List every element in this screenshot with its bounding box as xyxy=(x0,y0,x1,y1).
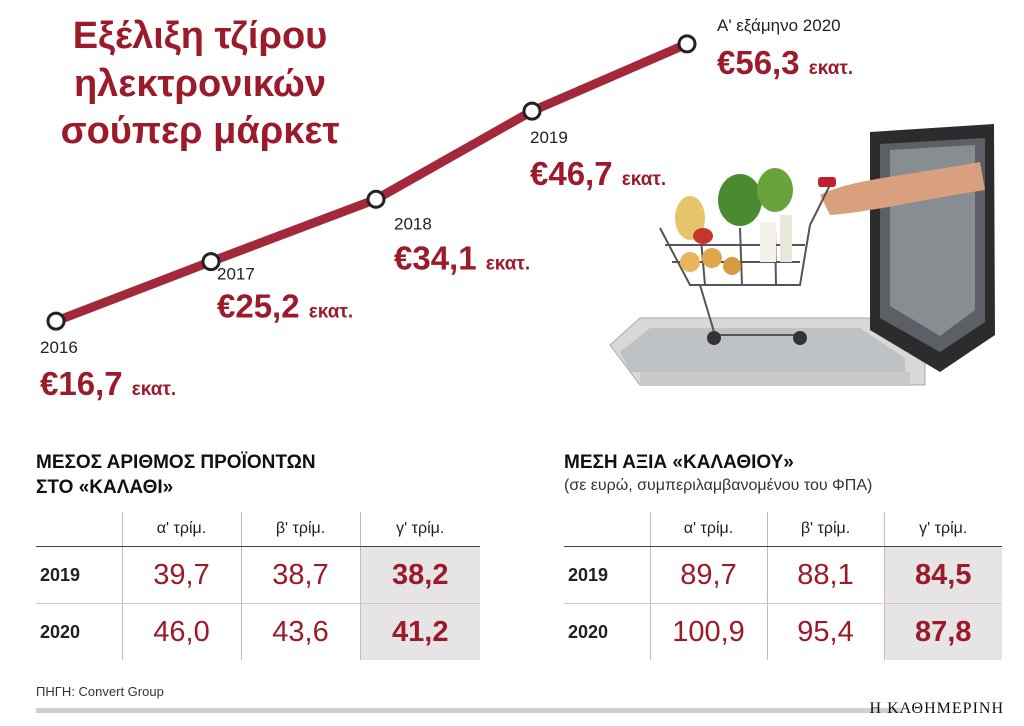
value-label: €34,1 εκατ. xyxy=(394,239,530,276)
value-label: €56,3 εκατ. xyxy=(717,44,853,81)
table-row: 2019 39,7 38,7 38,2 xyxy=(36,546,480,604)
value-cell-highlight: 41,2 xyxy=(359,603,480,660)
publisher-logo: Η ΚΑΘΗΜΕΡΙΝΗ xyxy=(869,700,1004,717)
point-labels: 2016 €16,7 εκατ. 2017 €25,2 εκατ. 2018 €34,1 … xyxy=(40,16,853,402)
chart-title-line-3: σούπερ μάρκετ xyxy=(61,110,340,152)
x-label: 2018 xyxy=(394,214,432,233)
value-cell: 89,7 xyxy=(649,546,767,604)
value-label: €25,2 εκατ. xyxy=(217,288,353,325)
value-unit: εκατ. xyxy=(309,302,353,323)
value-cell-highlight: 87,8 xyxy=(883,603,1002,660)
chart-title-line-1: Εξέλιξη τζίρου xyxy=(73,15,328,57)
value-cell: 38,7 xyxy=(240,546,360,604)
value-label: €46,7 εκατ. xyxy=(530,155,666,192)
table-row: 2020 46,0 43,6 41,2 xyxy=(36,603,480,660)
data-point-2016 xyxy=(46,311,66,331)
value-unit: εκατ. xyxy=(809,58,853,79)
chart-title-line-2: ηλεκτρονικών xyxy=(74,63,326,105)
value-cell: 46,0 xyxy=(121,603,241,660)
basket-header-year xyxy=(564,512,650,547)
basket-table-block: ΜΕΣΗ ΑΞΙΑ «ΚΑΛΑΘΙΟΥ» (σε ευρώ, συμπεριλα… xyxy=(564,450,872,495)
value-unit: εκατ. xyxy=(486,253,530,274)
value-cell: 39,7 xyxy=(121,546,241,604)
value-label: €16,7 εκατ. xyxy=(40,365,176,402)
source-note: ΠΗΓΗ: Convert Group xyxy=(36,684,164,699)
basket-table-title: ΜΕΣΗ ΑΞΙΑ «ΚΑΛΑΘΙΟΥ» xyxy=(564,452,794,473)
value-unit: εκατ. xyxy=(132,379,176,400)
value-cell: 43,6 xyxy=(240,603,360,660)
basket-table: α' τρίμ. β' τρίμ. γ' τρίμ. 2019 89,7 88,… xyxy=(564,512,1002,660)
basket-header-q2: β' τρίμ. xyxy=(766,512,884,547)
table-row: 2019 89,7 88,1 84,5 xyxy=(564,546,1002,604)
data-point-2020 xyxy=(677,34,697,54)
year-cell: 2019 xyxy=(36,546,122,604)
footer-divider xyxy=(36,708,902,713)
value-unit: εκατ. xyxy=(622,169,666,190)
x-label: 2017 xyxy=(217,265,255,284)
products-table-block: ΜΕΣΟΣ ΑΡΙΘΜΟΣ ΠΡΟΪΟΝΤΩΝ ΣΤΟ «ΚΑΛΑΘΙ» xyxy=(36,450,316,500)
basket-header-q3: γ' τρίμ. xyxy=(883,512,1002,547)
basket-header-q1: α' τρίμ. xyxy=(649,512,767,547)
laptop-shopping-cart-image xyxy=(609,124,995,386)
x-label: Α' εξάμηνο 2020 xyxy=(717,16,841,35)
products-header-q2: β' τρίμ. xyxy=(240,512,360,547)
value-cell-highlight: 38,2 xyxy=(359,546,480,604)
value-cell: 95,4 xyxy=(766,603,884,660)
data-point-2018 xyxy=(366,189,386,209)
year-cell: 2019 xyxy=(564,546,650,604)
data-point-2019 xyxy=(522,101,542,121)
products-header-year xyxy=(36,512,122,547)
value-cell: 100,9 xyxy=(649,603,767,660)
basket-table-subtitle: (σε ευρώ, συμπεριλαμβανομένου του ΦΠΑ) xyxy=(564,477,873,494)
data-point-2017 xyxy=(201,252,221,272)
year-cell: 2020 xyxy=(40,621,81,642)
line-points xyxy=(46,34,697,331)
products-header-q3: γ' τρίμ. xyxy=(359,512,480,547)
products-table: α' τρίμ. β' τρίμ. γ' τρίμ. 2019 39,7 38,… xyxy=(36,512,480,660)
value-cell-highlight: 84,5 xyxy=(883,546,1002,604)
table-row: 2020 100,9 95,4 87,8 xyxy=(564,603,1002,660)
x-label: 2016 xyxy=(40,338,78,357)
x-label: 2019 xyxy=(530,128,568,147)
year-cell: 2020 xyxy=(568,621,609,642)
value-cell: 88,1 xyxy=(766,546,884,604)
chart-title: Εξέλιξη τζίρου ηλεκτρονικών σούπερ μάρκε… xyxy=(61,15,340,152)
products-table-title: ΜΕΣΟΣ ΑΡΙΘΜΟΣ ΠΡΟΪΟΝΤΩΝ ΣΤΟ «ΚΑΛΑΘΙ» xyxy=(36,452,316,498)
products-header-q1: α' τρίμ. xyxy=(121,512,241,547)
